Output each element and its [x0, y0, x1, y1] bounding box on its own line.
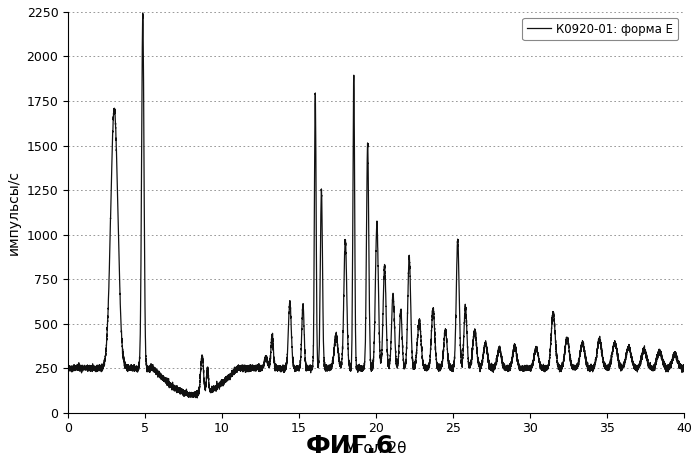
Line: К0920-01: форма E: К0920-01: форма E: [68, 13, 684, 398]
К0920-01: форма E: (20.5, 696): форма E: (20.5, 696): [380, 286, 388, 292]
Y-axis label: импульсы/с: импульсы/с: [7, 170, 21, 255]
К0920-01: форма E: (8.39, 83.6): форма E: (8.39, 83.6): [193, 395, 201, 400]
К0920-01: форма E: (0, 254): форма E: (0, 254): [64, 365, 72, 370]
К0920-01: форма E: (2.1, 263): форма E: (2.1, 263): [96, 363, 105, 369]
Text: ФИГ.6: ФИГ.6: [305, 434, 394, 458]
К0920-01: форма E: (5.94, 212): форма E: (5.94, 212): [155, 372, 164, 378]
К0920-01: форма E: (10.4, 186): форма E: (10.4, 186): [224, 377, 232, 382]
К0920-01: форма E: (40, 243): форма E: (40, 243): [680, 367, 689, 372]
К0920-01: форма E: (21.1, 634): форма E: (21.1, 634): [388, 297, 396, 303]
Legend: К0920-01: форма E: К0920-01: форма E: [522, 18, 678, 40]
X-axis label: Угол 2θ: Угол 2θ: [346, 441, 406, 456]
К0920-01: форма E: (24.3, 301): форма E: (24.3, 301): [438, 357, 447, 362]
К0920-01: форма E: (4.84, 2.24e+03): форма E: (4.84, 2.24e+03): [138, 10, 147, 16]
